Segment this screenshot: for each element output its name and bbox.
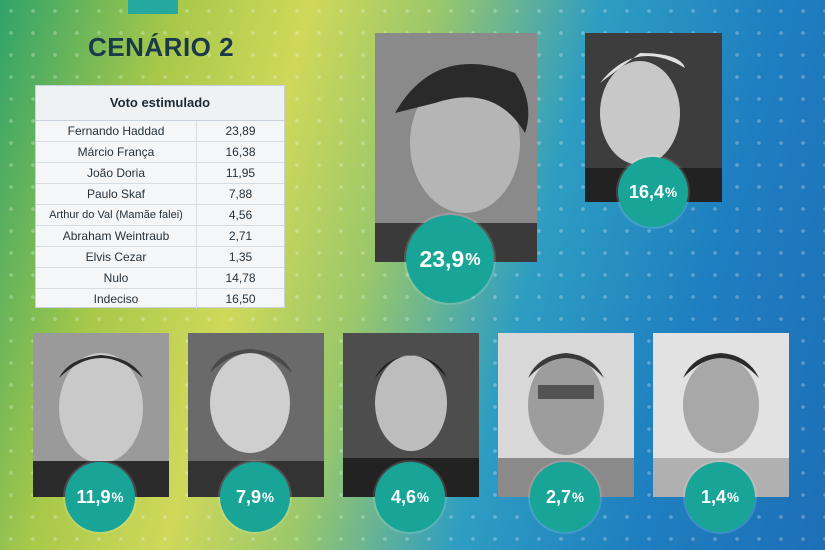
percent-unit: % (727, 489, 740, 505)
percent-badge: 1,4% (685, 462, 755, 532)
percent-value: 2,7 (545, 486, 571, 507)
candidate-name: Nulo (36, 268, 197, 288)
percent-unit: % (111, 489, 124, 505)
candidate-name: Márcio França (36, 142, 197, 162)
percent-unit: % (665, 184, 678, 200)
percent-badge: 23,9% (406, 215, 494, 303)
table-row: Indeciso 16,50 (36, 289, 284, 309)
table-row: Abraham Weintraub 2,71 (36, 226, 284, 247)
candidate-name: Paulo Skaf (36, 184, 197, 204)
table-row: Fernando Haddad 23,89 (36, 121, 284, 142)
percent-badge: 16,4% (618, 157, 688, 227)
percent-unit: % (465, 248, 481, 269)
candidate-photo (585, 33, 722, 202)
percent-value: 23,9 (419, 245, 465, 272)
candidate-value: 16,38 (225, 145, 256, 159)
candidate-value: 7,88 (228, 187, 253, 201)
candidate-photo (375, 33, 537, 262)
percent-value: 1,4 (700, 486, 726, 507)
percent-unit: % (417, 489, 430, 505)
table-row: Elvis Cezar 1,35 (36, 247, 284, 268)
table-row: João Doria 11,95 (36, 163, 284, 184)
table-row: Arthur do Val (Mamãe falei) 4,56 (36, 205, 284, 226)
top-tab-accent (128, 0, 178, 14)
table-row: Márcio França 16,38 (36, 142, 284, 163)
candidate-name: Arthur do Val (Mamãe falei) (36, 205, 197, 225)
candidate-name: Indeciso (36, 289, 197, 309)
candidate-value: 1,35 (228, 250, 253, 264)
candidate-name: Fernando Haddad (36, 121, 197, 141)
percent-value: 11,9 (76, 486, 111, 507)
table-row: Nulo 14,78 (36, 268, 284, 289)
percent-unit: % (572, 489, 585, 505)
candidate-name: Abraham Weintraub (36, 226, 197, 246)
percent-value: 4,6 (390, 486, 416, 507)
percent-unit: % (262, 489, 275, 505)
candidate-value: 23,89 (225, 124, 256, 138)
percent-badge: 4,6% (375, 462, 445, 532)
percent-badge: 2,7% (530, 462, 600, 532)
candidate-value: 4,56 (228, 208, 253, 222)
percent-value: 16,4 (628, 181, 665, 202)
candidate-value: 2,71 (228, 229, 253, 243)
candidate-name: Elvis Cezar (36, 247, 197, 267)
candidate-value: 11,95 (225, 166, 256, 180)
vote-table: Voto estimulado Fernando Haddad 23,89 Már… (35, 85, 285, 309)
scenario-title: CENÁRIO 2 (88, 32, 235, 62)
candidate-value: 16,50 (225, 292, 256, 306)
percent-badge: 11,9% (65, 462, 135, 532)
percent-badge: 7,9% (220, 462, 290, 532)
table-row: Paulo Skaf 7,88 (36, 184, 284, 205)
percent-value: 7,9 (235, 486, 261, 507)
table-header: Voto estimulado (36, 86, 284, 121)
candidate-value: 14,78 (225, 271, 256, 285)
candidate-photo (343, 333, 479, 497)
candidate-name: João Doria (36, 163, 197, 183)
